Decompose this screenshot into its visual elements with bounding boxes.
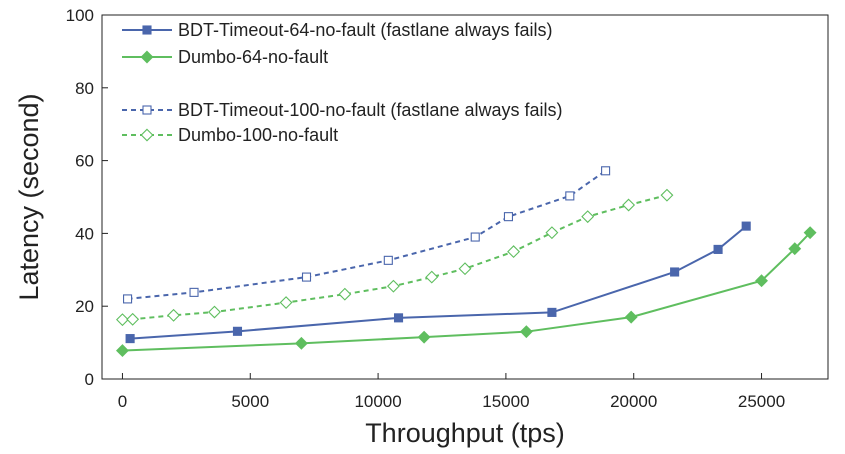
x-tick-label: 20000 — [610, 392, 657, 411]
data-point — [301, 272, 312, 282]
data-point — [741, 221, 751, 231]
data-point — [601, 166, 611, 176]
data-point — [338, 287, 352, 301]
legend: BDT-Timeout-64-no-fault (fastlane always… — [122, 20, 562, 145]
data-point — [565, 191, 575, 201]
y-tick-label: 100 — [66, 6, 94, 25]
data-point — [507, 245, 521, 259]
x-tick-label: 0 — [118, 392, 127, 411]
data-point — [660, 188, 674, 202]
y-tick-label: 40 — [75, 224, 94, 243]
series-square-hollow — [123, 166, 611, 304]
series-line — [130, 225, 747, 340]
data-point — [788, 242, 802, 256]
legend-label: BDT-Timeout-100-no-fault (fastlane alway… — [178, 100, 562, 120]
data-point — [279, 296, 293, 310]
data-point — [393, 313, 404, 323]
data-point — [386, 279, 400, 293]
data-point — [383, 255, 393, 265]
data-point — [116, 313, 129, 327]
y-axis-title: Latency (second) — [14, 93, 44, 300]
series-line — [122, 231, 811, 352]
x-tick-label: 10000 — [354, 392, 401, 411]
series-layer — [116, 166, 817, 358]
data-point — [167, 308, 181, 322]
data-point — [294, 336, 308, 350]
data-point — [140, 128, 154, 142]
axis-ticks: 0 5000 10000 15000 20000 25000 0 20 40 60 80 100 — [66, 6, 786, 411]
legend-item: Dumbo-100-no-fault — [122, 125, 338, 145]
series-line — [122, 194, 668, 321]
data-point — [581, 210, 595, 224]
data-point — [142, 105, 152, 115]
legend-label: BDT-Timeout-64-no-fault (fastlane always… — [178, 20, 552, 40]
data-point — [116, 344, 129, 358]
x-axis-title: Throughput (tps) — [365, 418, 565, 448]
legend-label: Dumbo-64-no-fault — [178, 47, 328, 67]
x-tick-label: 15000 — [482, 392, 529, 411]
data-point — [123, 294, 133, 304]
data-point — [624, 310, 638, 324]
y-tick-label: 0 — [85, 370, 94, 389]
legend-item: BDT-Timeout-64-no-fault (fastlane always… — [122, 20, 552, 40]
data-point — [545, 226, 559, 240]
series-square-filled — [125, 221, 751, 344]
data-point — [670, 267, 680, 277]
x-tick-label: 25000 — [738, 392, 785, 411]
x-tick-label: 5000 — [231, 392, 269, 411]
data-point — [140, 50, 154, 64]
data-point — [458, 262, 472, 276]
plot-frame — [101, 14, 829, 380]
data-point — [126, 312, 140, 326]
data-point — [142, 25, 152, 35]
series-diamond-hollow — [116, 188, 674, 327]
data-point — [232, 326, 243, 336]
data-point — [417, 330, 431, 344]
series-line — [127, 169, 607, 300]
data-point — [470, 232, 480, 242]
series-diamond-filled — [116, 226, 817, 358]
y-tick-label: 60 — [75, 152, 94, 171]
data-point — [713, 244, 723, 254]
data-point — [622, 198, 636, 212]
data-point — [425, 270, 439, 284]
data-point — [208, 305, 221, 319]
data-point — [755, 274, 768, 288]
y-tick-label: 20 — [75, 297, 94, 316]
data-point — [803, 226, 817, 240]
data-point — [519, 325, 533, 339]
y-tick-label: 80 — [75, 79, 94, 98]
legend-item: Dumbo-64-no-fault — [122, 47, 328, 67]
legend-label: Dumbo-100-no-fault — [178, 125, 338, 145]
data-point — [125, 334, 135, 344]
legend-item: BDT-Timeout-100-no-fault (fastlane alway… — [122, 100, 562, 120]
data-point — [547, 307, 557, 317]
data-point — [503, 212, 514, 222]
data-point — [189, 287, 199, 297]
